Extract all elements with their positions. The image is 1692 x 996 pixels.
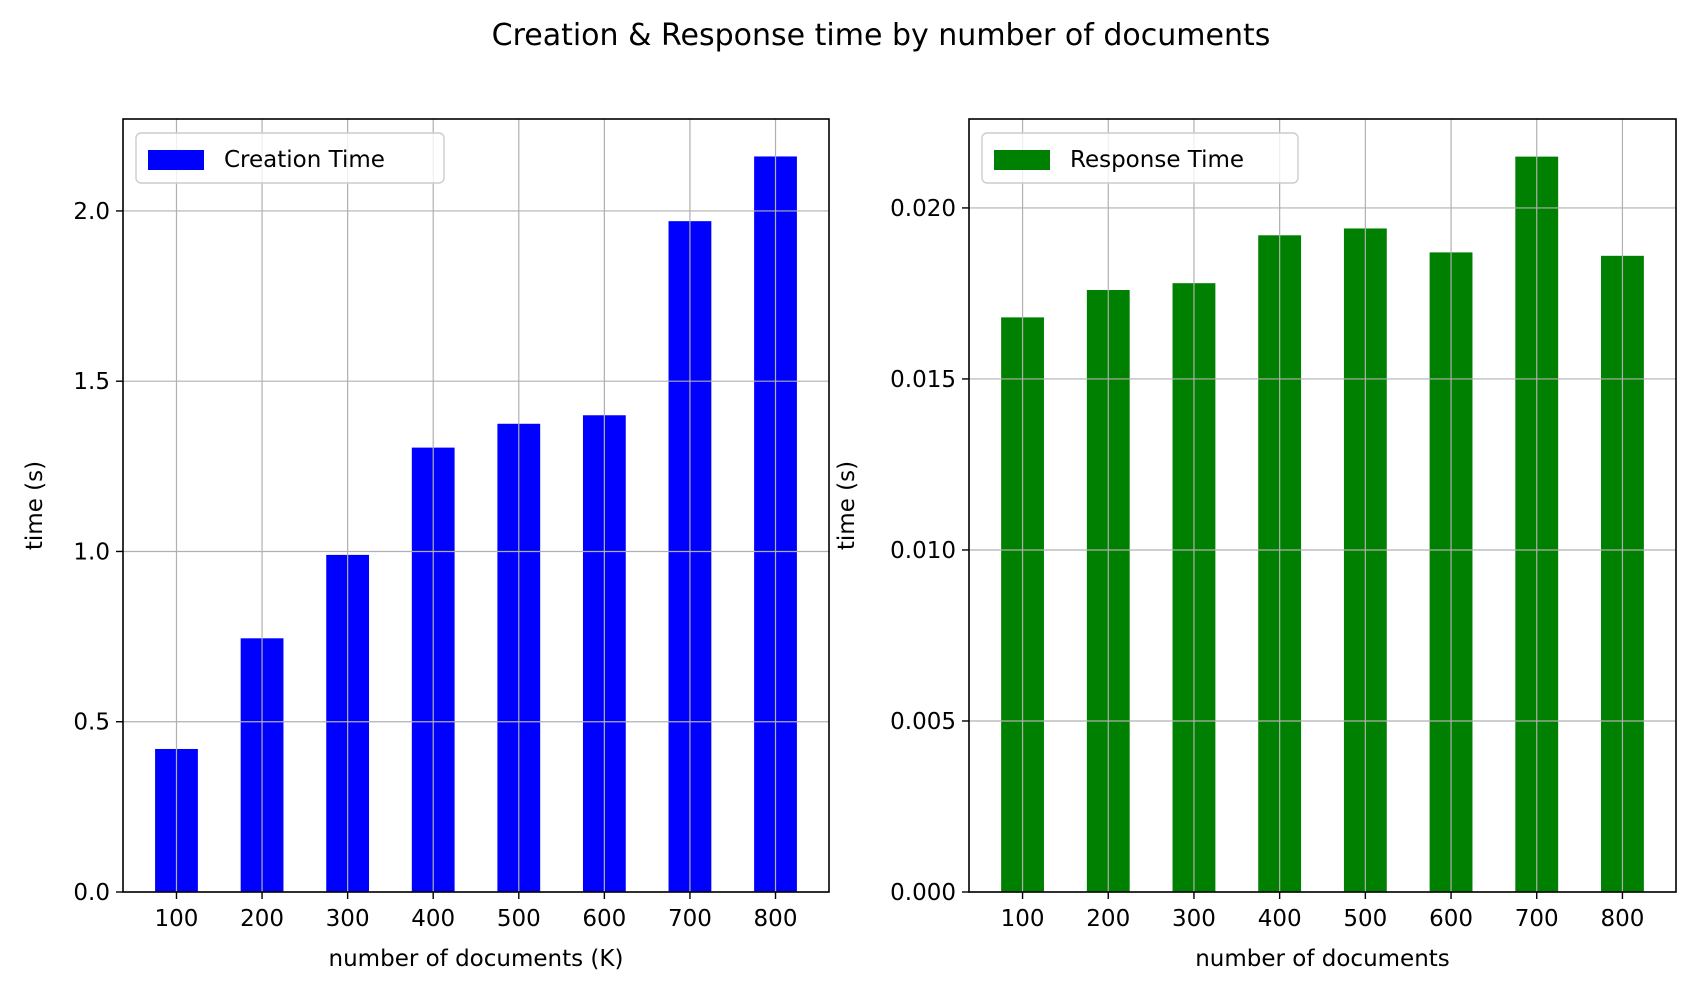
legend-label: Response Time: [1070, 147, 1244, 173]
y-tick-label: 0.5: [73, 710, 110, 736]
response-time-chart: 100 200 300 400 500 600 700 800 0.000 0.005 0.010 0…: [834, 118, 1677, 972]
y-tick-label: 0.005: [890, 709, 956, 735]
x-tick-label: 800: [754, 906, 798, 932]
x-tick-label: 400: [411, 906, 455, 932]
legend-frame: [981, 132, 1299, 184]
axes-frame: [968, 118, 1677, 893]
figure-title: Creation & Response time by number of do…: [492, 18, 1271, 53]
y-tick-label: 0.015: [890, 367, 956, 393]
x-axis-label: number of documents: [1195, 946, 1450, 972]
y-tick-label: 0.020: [890, 196, 956, 222]
grid: [123, 119, 829, 893]
x-tick-label: 200: [240, 906, 284, 932]
x-tick-label: 600: [582, 906, 626, 932]
grid: [969, 119, 1676, 893]
x-tick-label: 300: [1172, 906, 1216, 932]
y-tick-label: 2.0: [73, 199, 110, 225]
y-tick-label: 1.5: [73, 369, 110, 395]
legend: Response Time: [981, 132, 1299, 184]
x-tick-label: 300: [326, 906, 370, 932]
y-tick-label: 1.0: [73, 539, 110, 565]
legend-swatch: [148, 150, 204, 170]
legend-label: Creation Time: [224, 147, 385, 173]
x-tick-label: 100: [155, 906, 199, 932]
x-tick-label: 500: [1343, 906, 1387, 932]
x-tick-label: 200: [1086, 906, 1130, 932]
x-tick-label: 400: [1258, 906, 1302, 932]
axes-frame: [122, 118, 830, 893]
legend-frame: [135, 132, 445, 184]
y-tick-label: 0.000: [890, 880, 956, 906]
x-tick-label: 800: [1600, 906, 1644, 932]
y-tick-label: 0.0: [73, 880, 110, 906]
y-axis-label: time (s): [834, 461, 860, 550]
x-tick-label: 700: [1515, 906, 1559, 932]
x-tick-label: 600: [1429, 906, 1473, 932]
x-axis-label: number of documents (K): [329, 946, 624, 972]
legend: Creation Time: [135, 132, 445, 184]
x-tick-label: 100: [1001, 906, 1045, 932]
legend-swatch: [994, 150, 1050, 170]
x-tick-label: 700: [668, 906, 712, 932]
y-tick-label: 0.010: [890, 538, 956, 564]
x-tick-label: 500: [497, 906, 541, 932]
y-axis-label: time (s): [22, 461, 48, 550]
creation-time-chart: 100 200 300 400 500 600 700 800 0.0 0.5 1.0 1.5 2.0 n…: [22, 118, 830, 972]
